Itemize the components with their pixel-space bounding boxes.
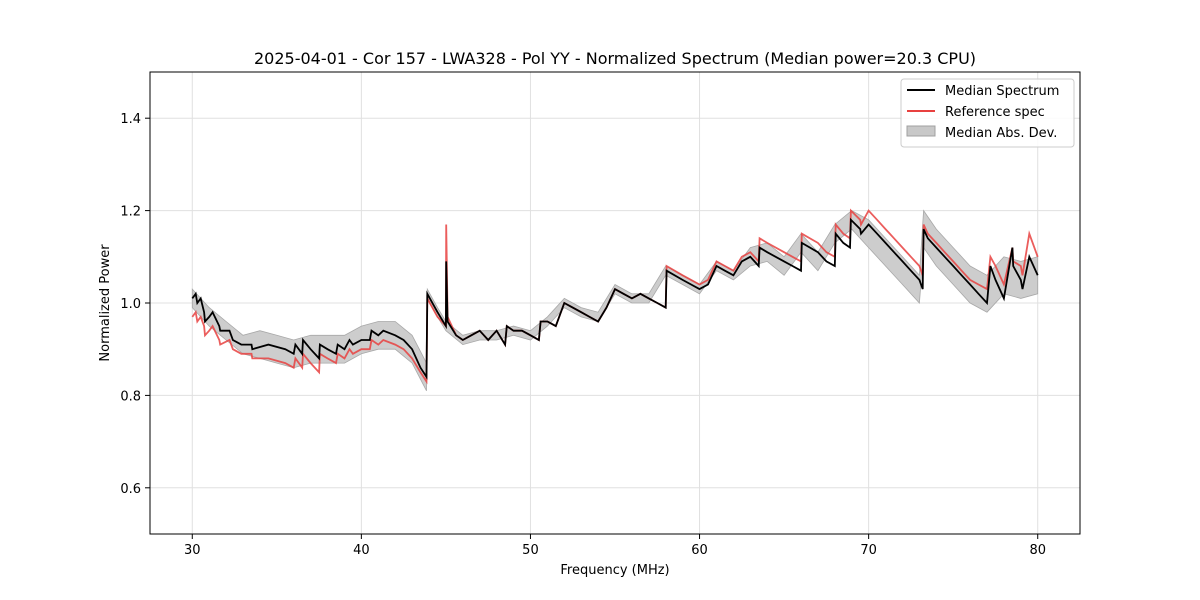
legend-label-mad: Median Abs. Dev. [945,126,1057,141]
y-tick-label: 1.0 [120,297,141,312]
x-tick-label: 50 [522,543,539,558]
x-tick-label: 80 [1029,543,1046,558]
legend-label-reference: Reference spec [945,105,1045,120]
legend-box [900,78,1075,148]
mad-band [191,209,1039,391]
legend-label-median: Median Spectrum [945,84,1059,99]
y-axis-label: Normalized Power [98,244,113,362]
chart-title: 2025-04-01 - Cor 157 - LWA328 - Pol YY -… [254,49,976,68]
y-tick-label: 1.4 [120,112,141,127]
grid-lines [150,72,1080,534]
y-tick-label: 0.6 [120,482,141,497]
axis-ticks: 30 40 50 60 70 80 0.6 0.8 1.0 1.2 1.4 [120,112,1046,558]
y-tick-label: 1.2 [120,205,141,220]
series-layer [191,208,1039,385]
x-axis-label: Frequency (MHz) [560,563,669,578]
y-tick-label: 0.8 [120,389,141,404]
legend: Median Spectrum Reference spec Median Ab… [900,78,1075,148]
x-tick-label: 70 [860,543,877,558]
x-tick-label: 30 [184,543,201,558]
x-tick-label: 60 [691,543,708,558]
legend-swatch-mad [906,125,936,137]
median-spectrum-line [191,217,1039,380]
x-tick-label: 40 [353,543,370,558]
mad-band-layer [191,209,1039,391]
